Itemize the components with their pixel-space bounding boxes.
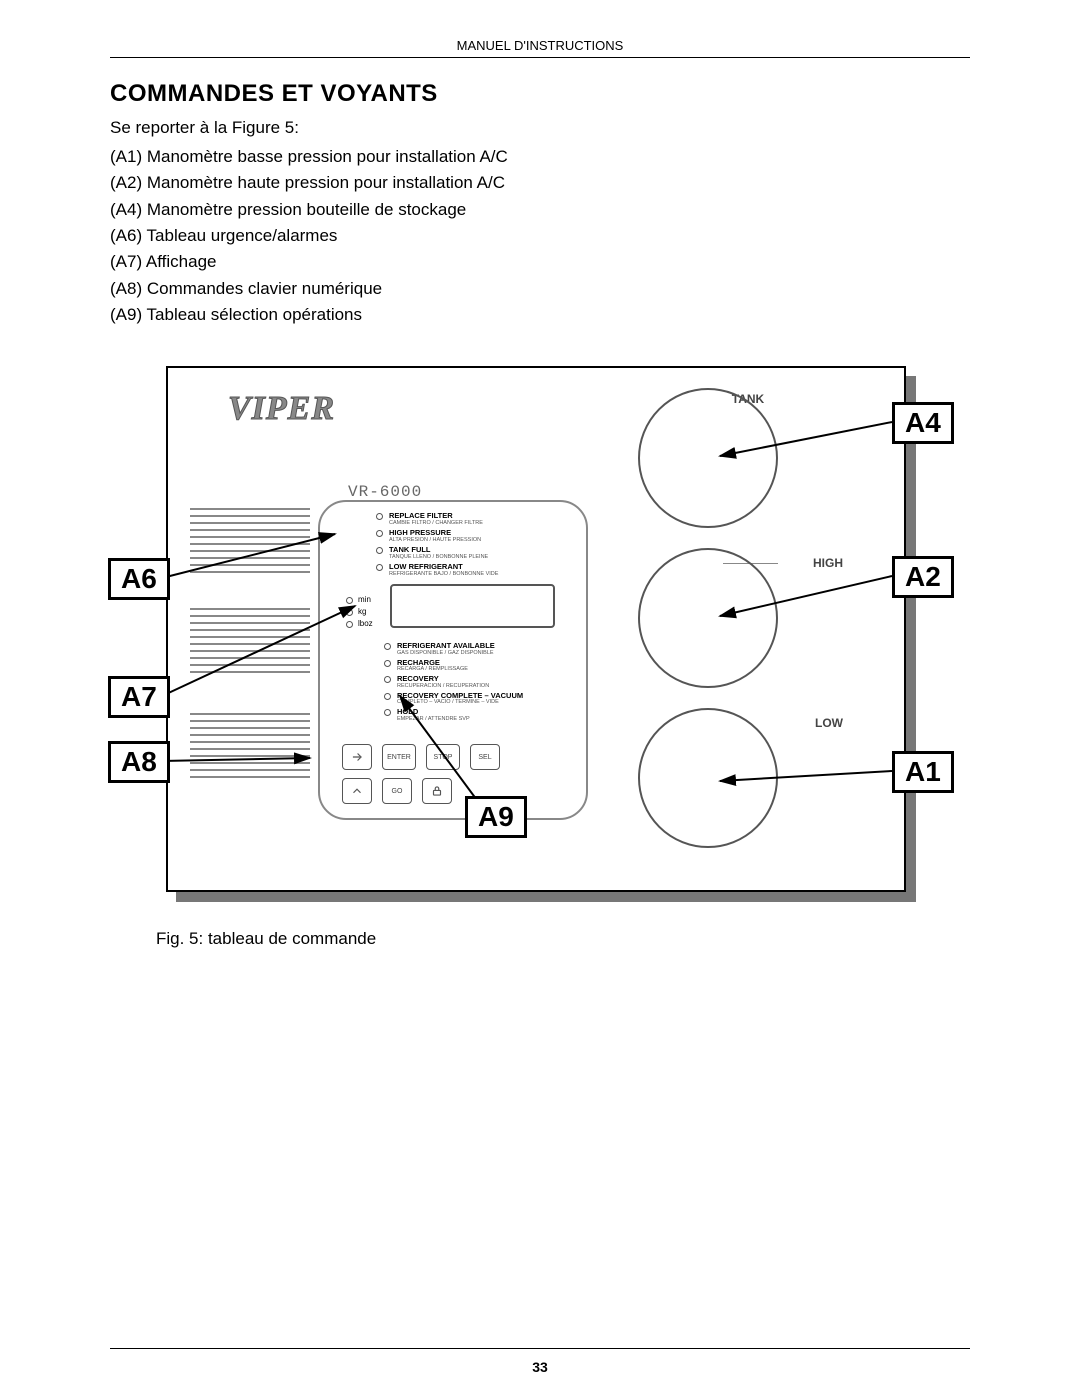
- gauge-label-high: HIGH: [783, 556, 843, 570]
- gauge-label-low: LOW: [783, 716, 843, 730]
- key-stop: STOP: [426, 744, 460, 770]
- gauge-low: [638, 708, 778, 848]
- vent-graphic: [190, 713, 310, 783]
- figure: VIPER TANK HIGH LOW VR-6000 REPLACE FILT…: [130, 366, 950, 911]
- key-go: GO: [382, 778, 412, 804]
- list-item: (A6) Tableau urgence/alarmes: [110, 223, 970, 249]
- key-lock: [422, 778, 452, 804]
- key-arrow: [342, 744, 372, 770]
- rule-bottom: [110, 1348, 970, 1349]
- list-item: (A2) Manomètre haute pression pour insta…: [110, 170, 970, 196]
- key-up: [342, 778, 372, 804]
- page-number: 33: [110, 1359, 970, 1375]
- callout-a9: A9: [465, 796, 527, 838]
- alarm-panel: REPLACE FILTERCAMBIE FILTRO / CHANGER FI…: [376, 512, 566, 580]
- callout-a8: A8: [108, 741, 170, 783]
- keypad: ENTER STOP SEL GO: [342, 744, 500, 804]
- rule-top: [110, 57, 970, 58]
- gauge-tank: [638, 388, 778, 528]
- list-item: (A7) Affichage: [110, 249, 970, 275]
- lcd-display: [390, 584, 555, 628]
- page-header: MANUEL D'INSTRUCTIONS: [110, 0, 970, 57]
- status-panel: REFRIGERANT AVAILABLEGAS DISPONIBLE / GA…: [384, 642, 574, 725]
- intro-text: Se reporter à la Figure 5:: [110, 118, 970, 138]
- item-list: (A1) Manomètre basse pression pour insta…: [110, 144, 970, 328]
- model-number: VR-6000: [348, 483, 422, 501]
- control-module: REPLACE FILTERCAMBIE FILTRO / CHANGER FI…: [318, 500, 588, 820]
- key-sel: SEL: [470, 744, 500, 770]
- key-enter: ENTER: [382, 744, 416, 770]
- figure-caption: Fig. 5: tableau de commande: [156, 929, 970, 949]
- callout-a4: A4: [892, 402, 954, 444]
- gauge-high: [638, 548, 778, 688]
- section-title: COMMANDES ET VOYANTS: [110, 80, 970, 108]
- callout-a6: A6: [108, 558, 170, 600]
- callout-a7: A7: [108, 676, 170, 718]
- display-units: min kg lboz: [346, 594, 373, 630]
- callout-a2: A2: [892, 556, 954, 598]
- list-item: (A1) Manomètre basse pression pour insta…: [110, 144, 970, 170]
- callout-a1: A1: [892, 751, 954, 793]
- list-item: (A9) Tableau sélection opérations: [110, 302, 970, 328]
- list-item: (A4) Manomètre pression bouteille de sto…: [110, 197, 970, 223]
- control-panel: VIPER TANK HIGH LOW VR-6000 REPLACE FILT…: [166, 366, 906, 892]
- vent-graphic: [190, 608, 310, 678]
- brand-logo: VIPER: [228, 390, 335, 428]
- list-item: (A8) Commandes clavier numérique: [110, 276, 970, 302]
- vent-graphic: [190, 508, 310, 578]
